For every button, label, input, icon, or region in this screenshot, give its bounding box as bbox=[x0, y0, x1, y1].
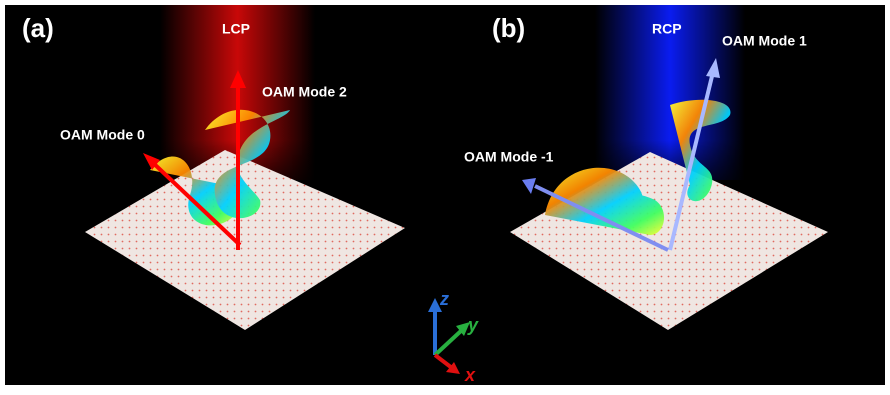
beam-label: LCP bbox=[222, 21, 250, 37]
axis-z-label: z bbox=[439, 289, 449, 309]
mode-label: OAM Mode 1 bbox=[722, 33, 807, 49]
background bbox=[5, 5, 885, 385]
mode-label: OAM Mode -1 bbox=[464, 149, 554, 165]
panel-label: (a) bbox=[22, 13, 54, 43]
axis-y-label: y bbox=[467, 315, 479, 335]
mode-label: OAM Mode 0 bbox=[60, 127, 145, 143]
mode-label: OAM Mode 2 bbox=[262, 84, 347, 100]
figure: (a) LCP OAM Mode 2 OAM Mode 0 (b) RCP OA… bbox=[0, 0, 890, 395]
axis-x-label: x bbox=[464, 365, 476, 385]
page: (a) LCP OAM Mode 2 OAM Mode 0 (b) RCP OA… bbox=[0, 0, 890, 395]
panel-label: (b) bbox=[492, 13, 525, 43]
beam-label: RCP bbox=[652, 21, 682, 37]
